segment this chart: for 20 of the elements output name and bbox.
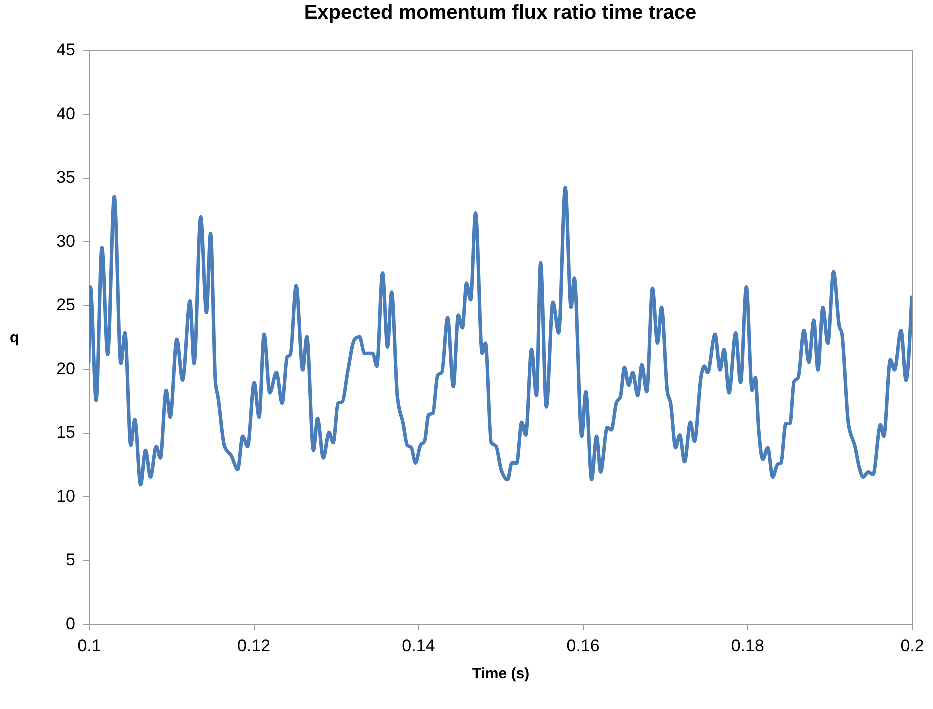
x-tick-label: 0.1 xyxy=(78,636,102,656)
y-tick-label: 15 xyxy=(56,423,76,442)
x-tick-label: 0.16 xyxy=(566,636,600,656)
y-tick-label: 5 xyxy=(66,550,76,570)
y-tick-label: 10 xyxy=(56,486,76,506)
y-tick-label: 45 xyxy=(56,40,76,60)
x-tick-label: 0.18 xyxy=(731,636,764,656)
y-tick-label: 30 xyxy=(56,232,76,251)
y-axis-title: q xyxy=(10,330,20,346)
x-axis-title: Time (s) xyxy=(472,666,530,682)
y-tick-label: 20 xyxy=(56,359,76,378)
x-tick-label: 0.12 xyxy=(238,636,271,656)
y-tick-label: 35 xyxy=(56,168,76,188)
y-tick-label: 40 xyxy=(56,104,76,124)
x-tick-label: 0.14 xyxy=(402,636,436,656)
line-series xyxy=(89,186,912,487)
y-tick-label: 25 xyxy=(56,296,76,315)
chart-title: Expected momentum flux ratio time trace xyxy=(304,2,697,24)
x-tick-label: 0.2 xyxy=(900,636,924,656)
y-tick-label: 0 xyxy=(66,614,76,634)
